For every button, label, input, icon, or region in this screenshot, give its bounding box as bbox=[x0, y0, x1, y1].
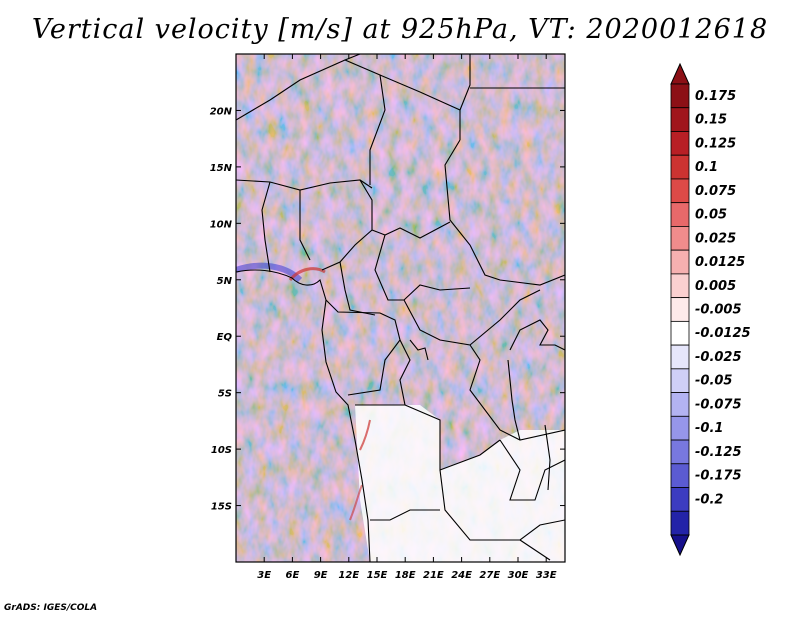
colorbar-label: -0.075 bbox=[695, 397, 742, 412]
lon-tick-label: 24E bbox=[451, 570, 472, 581]
colorbar-swatch bbox=[670, 510, 690, 536]
colorbar-label: 0.1 bbox=[695, 160, 718, 175]
colorbar-swatch bbox=[670, 273, 690, 299]
lon-tick-label: 3E bbox=[257, 570, 271, 581]
colorbar-min-arrow bbox=[670, 534, 690, 557]
colorbar-swatch bbox=[670, 487, 690, 512]
colorbar-label: -0.025 bbox=[695, 350, 742, 365]
colorbar-swatch bbox=[670, 392, 690, 417]
lon-tick-label: 33E bbox=[536, 570, 557, 581]
colorbar-swatch bbox=[670, 83, 690, 109]
lat-tick-label: 10N bbox=[210, 219, 233, 230]
lon-tick-label: 9E bbox=[314, 570, 328, 581]
colorbar-label: 0.05 bbox=[695, 208, 727, 223]
lat-tick-label: 15N bbox=[210, 163, 233, 174]
colorbar-swatch bbox=[670, 415, 690, 441]
colorbar-max-arrow bbox=[670, 62, 690, 85]
colorbar-label: -0.005 bbox=[695, 303, 742, 318]
lon-tick-label: 30E bbox=[508, 570, 529, 581]
lon-tick-label: 21E bbox=[423, 570, 444, 581]
lat-tick-label: 20N bbox=[210, 106, 233, 117]
colorbar-label: -0.05 bbox=[695, 374, 732, 389]
colorbar-swatch bbox=[670, 320, 690, 346]
country-borders bbox=[236, 54, 565, 562]
lon-tick-label: 6E bbox=[286, 570, 300, 581]
colorbar-label: -0.125 bbox=[695, 445, 742, 460]
colorbar-label: -0.2 bbox=[695, 492, 723, 507]
lon-tick-label: 12E bbox=[338, 570, 359, 581]
chart-title: Vertical velocity [m/s] at 925hPa, VT: 2… bbox=[31, 14, 769, 45]
colorbar-label: 0.125 bbox=[695, 136, 736, 151]
colorbar-label: -0.175 bbox=[695, 469, 742, 484]
colorbar-label: -0.1 bbox=[695, 421, 723, 436]
colorbar-swatch bbox=[670, 297, 690, 322]
lat-tick-label: 5S bbox=[218, 389, 232, 400]
colorbar-swatch bbox=[670, 344, 690, 370]
velocity-field bbox=[236, 54, 565, 562]
lat-tick-label: 5N bbox=[217, 276, 233, 287]
colorbar-label: 0.025 bbox=[695, 231, 736, 246]
colorbar-label: -0.0125 bbox=[695, 326, 751, 341]
colorbar-label: 0.15 bbox=[695, 113, 727, 128]
colorbar: 0.175 0.15 0.125 0.1 0.075 0.05 0.025 0.0125 0.0… bbox=[670, 62, 751, 557]
colorbar-swatch bbox=[670, 178, 690, 204]
colorbar-swatch bbox=[670, 107, 690, 132]
lat-tick-label: 15S bbox=[211, 502, 232, 513]
colorbar-swatch bbox=[670, 202, 690, 227]
colorbar-swatch bbox=[670, 154, 690, 180]
footer-credit: GrADS: IGES/COLA bbox=[4, 603, 98, 613]
colorbar-swatch bbox=[670, 131, 690, 156]
colorbar-label: 0.005 bbox=[695, 279, 736, 294]
colorbar-swatch bbox=[670, 463, 690, 488]
colorbar-swatch bbox=[670, 439, 690, 465]
axis-ticks: 20N 15N 10N 5N EQ 5S 10S 15S 3E 6E 9E 12E 15E 18E 21E 2… bbox=[210, 54, 565, 581]
colorbar-swatch bbox=[670, 249, 690, 275]
lat-tick-label: 10S bbox=[211, 445, 232, 456]
colorbar-label: 0.175 bbox=[695, 89, 736, 104]
colorbar-label: 0.0125 bbox=[695, 255, 745, 270]
colorbar-swatch bbox=[670, 226, 690, 251]
lon-tick-label: 15E bbox=[367, 570, 388, 581]
colorbar-swatch bbox=[670, 368, 690, 393]
lat-tick-label: EQ bbox=[217, 332, 233, 343]
colorbar-label: 0.075 bbox=[695, 184, 736, 199]
lon-tick-label: 18E bbox=[395, 570, 416, 581]
map-frame bbox=[235, 53, 566, 563]
lon-tick-label: 27E bbox=[479, 570, 500, 581]
